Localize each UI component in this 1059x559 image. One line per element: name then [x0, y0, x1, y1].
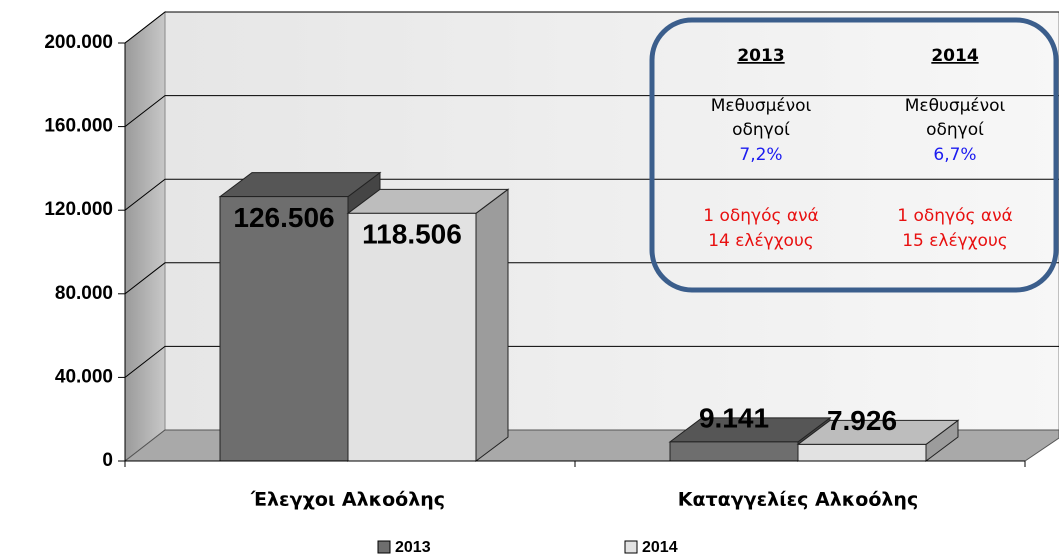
annotation-text: οδηγοί	[926, 120, 984, 140]
legend-label: 2013	[395, 539, 431, 556]
y-tick-label: 40.000	[55, 366, 113, 387]
grid-line	[124, 178, 1059, 211]
grid-line	[124, 11, 1059, 44]
y-tick-label: 120.000	[44, 199, 113, 220]
bar	[796, 419, 960, 462]
y-tick-label: 80.000	[55, 283, 113, 304]
x-tick-label: Καταγγελίες Αλκοόλης	[678, 489, 918, 511]
left-wall	[124, 10, 166, 463]
value-label: 9.141	[699, 402, 769, 433]
bar-front	[797, 443, 927, 462]
annotation-rate: 6,7%	[933, 145, 976, 165]
annotation-text: Μεθυσμένοι	[905, 96, 1006, 116]
grid-line	[124, 95, 1059, 127]
y-tick-label: 160.000	[44, 116, 113, 137]
annotation-text: Μεθυσμένοι	[711, 96, 812, 116]
legend-swatch	[377, 540, 391, 554]
annotation-ratio: 1 οδηγός ανά	[897, 206, 1013, 226]
value-label: 126.506	[233, 202, 334, 233]
y-tick-label: 0	[102, 450, 113, 471]
bar-front	[669, 441, 799, 462]
annotation-text: οδηγοί	[732, 120, 790, 140]
legend-label: 2014	[642, 539, 678, 556]
legend-swatch	[624, 540, 638, 554]
bar	[668, 416, 832, 462]
bar-front	[347, 212, 477, 462]
annotation-rate: 7,2%	[739, 145, 782, 165]
value-label: 7.926	[827, 405, 897, 436]
bar-side	[475, 188, 509, 462]
annotation-header: 2014	[931, 46, 978, 66]
bar-front	[219, 196, 349, 462]
y-tick-label: 200.000	[44, 32, 113, 53]
x-tick-label: Έλεγχοι Αλκοόλης	[250, 489, 445, 511]
bar	[346, 188, 510, 462]
value-label: 118.506	[362, 219, 462, 250]
annotation-ratio: 1 οδηγός ανά	[703, 206, 819, 226]
annotation-ratio: 15 ελέγχους	[902, 231, 1008, 251]
annotation-ratio: 14 ελέγχους	[708, 231, 814, 251]
grid-line	[124, 262, 1059, 295]
annotation-header: 2013	[737, 46, 784, 66]
grid-line	[124, 345, 1059, 378]
annotation-box	[649, 17, 1059, 293]
